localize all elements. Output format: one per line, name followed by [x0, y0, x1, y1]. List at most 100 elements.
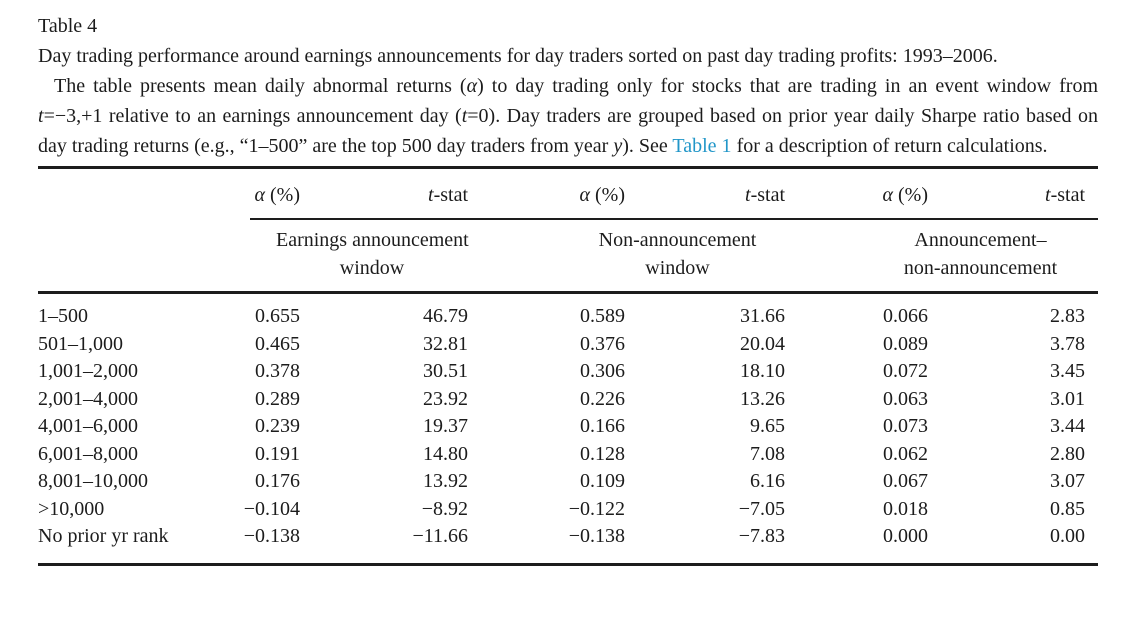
value-cell: 7.08 — [750, 442, 785, 465]
row-label: >10,000 — [38, 497, 105, 520]
group-header-non-announcement-window: Non-announcement window — [598, 229, 757, 279]
value-cell: 0.062 — [883, 442, 928, 465]
value-cell: 0.018 — [883, 497, 928, 520]
value-cell: 0.00 — [1050, 525, 1085, 547]
value-cell: 0.85 — [1050, 497, 1085, 520]
row-label: 1–500 — [38, 305, 88, 327]
value-cell: −7.05 — [738, 497, 785, 520]
value-cell: 3.07 — [1050, 470, 1085, 492]
value-cell: −0.138 — [568, 525, 625, 547]
row-label: 501–1,000 — [38, 332, 123, 355]
value-cell: 14.80 — [423, 442, 468, 465]
table-caption: Day trading performance around earnings … — [38, 45, 998, 67]
alpha-symbol: α — [466, 75, 478, 97]
description-text: =−3,+1 relative to an earnings announcem… — [43, 105, 462, 127]
description-text: ) to day trading only for stocks that ar… — [477, 75, 1098, 97]
t-symbol: t — [461, 105, 468, 127]
table-rule-top — [38, 166, 1098, 169]
value-cell: 19.37 — [423, 415, 468, 437]
table-row: 8,001–10,000 0.176 13.92 0.109 6.16 0.067 3.07 — [38, 468, 1098, 496]
value-cell: 2.80 — [1050, 442, 1085, 465]
value-cell: 6.16 — [750, 470, 785, 492]
value-cell: 0.000 — [883, 525, 928, 547]
row-label: 6,001–8,000 — [38, 442, 138, 465]
description-text: ). See — [622, 135, 673, 157]
value-cell: 0.089 — [883, 332, 928, 355]
table-block: Table 4 Day trading performance around e… — [38, 0, 1098, 566]
description-text: The table presents mean daily abnormal r… — [54, 75, 467, 97]
column-header-row: α (%) t-stat α (%) t-stat α (%) t-stat — [38, 169, 1098, 218]
data-table: α (%) t-stat α (%) t-stat α (%) t-stat E… — [38, 166, 1098, 566]
table-row: 1–500 0.655 46.79 0.589 31.66 0.066 2.83 — [38, 303, 1098, 331]
col-header-tstat-difference: t-stat — [1045, 184, 1085, 206]
value-cell: −0.104 — [243, 497, 300, 520]
value-cell: 2.83 — [1050, 305, 1085, 327]
value-cell: 3.78 — [1050, 332, 1085, 355]
value-cell: 0.166 — [580, 415, 625, 437]
value-cell: 0.376 — [580, 332, 625, 355]
group-header-announcement-minus-non-announcement: Announcement– non-announcement — [903, 229, 1058, 279]
row-label: No prior yr rank — [38, 525, 169, 547]
value-cell: 3.01 — [1050, 387, 1085, 410]
table-rule-above-body — [38, 291, 1098, 294]
value-cell: 0.109 — [580, 470, 625, 492]
row-label: 4,001–6,000 — [38, 415, 138, 437]
value-cell: 18.10 — [740, 360, 785, 382]
value-cell: 9.65 — [750, 415, 785, 437]
col-header-tstat-announcement: t-stat — [428, 184, 468, 206]
group-header-earnings-announcement-window: Earnings announcement window — [276, 229, 469, 279]
row-label: 8,001–10,000 — [38, 470, 148, 492]
col-header-alpha-difference: α (%) — [882, 184, 928, 206]
table-row: 6,001–8,000 0.191 14.80 0.128 7.08 0.062 2.80 — [38, 441, 1098, 469]
value-cell: −8.92 — [421, 497, 468, 520]
row-label: 2,001–4,000 — [38, 387, 138, 410]
value-cell: 46.79 — [423, 305, 468, 327]
value-cell: 0.066 — [883, 305, 928, 327]
value-cell: −11.66 — [412, 525, 468, 547]
t-symbol: t — [38, 105, 44, 127]
table-row: 1,001–2,000 0.378 30.51 0.306 18.10 0.072 3.45 — [38, 358, 1098, 386]
value-cell: 20.04 — [740, 332, 785, 355]
value-cell: −0.138 — [243, 525, 300, 547]
value-cell: 0.128 — [580, 442, 625, 465]
value-cell: −0.122 — [568, 497, 625, 520]
value-cell: 0.589 — [580, 305, 625, 327]
col-header-alpha-announcement: α (%) — [254, 184, 300, 206]
table-row: No prior yr rank −0.138 −11.66 −0.138 −7.83 0… — [38, 523, 1098, 551]
value-cell: 13.92 — [423, 470, 468, 492]
value-cell: 30.51 — [423, 360, 468, 382]
table-1-link[interactable]: Table 1 — [672, 135, 732, 157]
value-cell: 3.45 — [1050, 360, 1085, 382]
group-header-row: Earnings announcement window Non-announc… — [38, 220, 1098, 291]
col-header-alpha-nonannouncement: α (%) — [579, 184, 625, 206]
value-cell: 31.66 — [740, 305, 785, 327]
value-cell: 0.073 — [883, 415, 928, 437]
value-cell: 23.92 — [423, 387, 468, 410]
table-rule-under-headers — [250, 218, 1098, 220]
table-row: 4,001–6,000 0.239 19.37 0.166 9.65 0.073 3.44 — [38, 413, 1098, 441]
row-label: 1,001–2,000 — [38, 360, 138, 382]
value-cell: 0.191 — [255, 442, 300, 465]
table-row: 501–1,000 0.465 32.81 0.376 20.04 0.089 3.78 — [38, 331, 1098, 359]
value-cell: 3.44 — [1050, 415, 1085, 437]
table-row: >10,000 −0.104 −8.92 −0.122 −7.05 0.018 0.85 — [38, 496, 1098, 524]
table-label: Table 4 — [38, 15, 98, 37]
value-cell: 0.378 — [255, 360, 300, 382]
description-text: =0). Day traders are grouped based on pr… — [38, 105, 1098, 157]
value-cell: 32.81 — [423, 332, 468, 355]
value-cell: 0.067 — [883, 470, 928, 492]
row-label-header-empty — [38, 182, 208, 208]
col-header-tstat-nonannouncement: t-stat — [745, 184, 785, 206]
value-cell: 0.176 — [255, 470, 300, 492]
value-cell: 0.063 — [883, 387, 928, 410]
group-header-empty — [38, 226, 208, 282]
value-cell: 0.072 — [883, 360, 928, 382]
value-cell: 0.289 — [255, 387, 300, 410]
description-text: for a description of return calculations… — [731, 135, 1048, 157]
table-rule-bottom — [38, 562, 1098, 566]
value-cell: 0.306 — [580, 360, 625, 382]
value-cell: 0.465 — [255, 332, 300, 355]
value-cell: 0.226 — [580, 387, 625, 410]
value-cell: −7.83 — [738, 525, 785, 547]
